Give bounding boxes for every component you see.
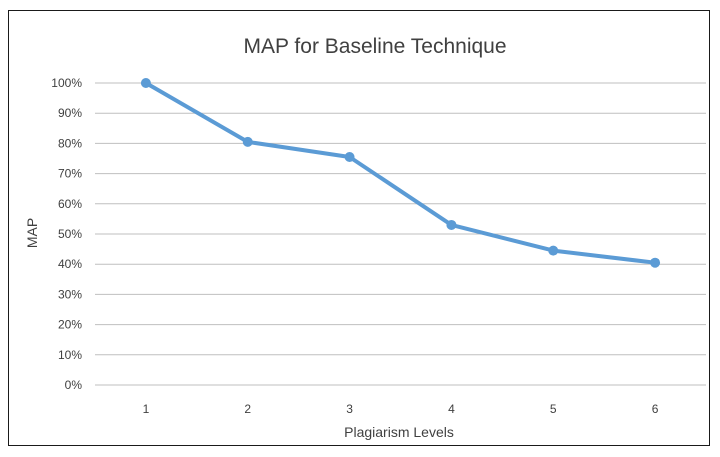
y-tick-label: 100%	[51, 76, 82, 90]
x-tick-label: 5	[550, 402, 557, 416]
data-point	[141, 78, 151, 88]
x-tick-label: 6	[652, 402, 659, 416]
data-point	[446, 220, 456, 230]
y-tick-label: 70%	[58, 167, 82, 181]
y-tick-label: 30%	[58, 287, 82, 301]
y-tick-label: 80%	[58, 136, 82, 150]
y-axis-label: MAP	[24, 218, 40, 248]
y-tick-label: 0%	[65, 378, 83, 392]
y-tick-label: 40%	[58, 257, 82, 271]
y-axis-ticks: 0% 10% 20% 30% 40% 50% 60% 70% 80% 90% 100%	[51, 76, 82, 392]
y-tick-label: 50%	[58, 227, 82, 241]
gridlines	[95, 83, 706, 385]
x-axis-ticks: 1 2 3 4 5 6	[143, 402, 659, 416]
series-line	[146, 83, 655, 263]
data-points	[141, 78, 660, 268]
chart-title: MAP for Baseline Technique	[243, 35, 506, 58]
y-tick-label: 20%	[58, 318, 82, 332]
x-tick-label: 4	[448, 402, 455, 416]
x-axis-label: Plagiarism Levels	[344, 424, 454, 440]
y-tick-label: 10%	[58, 348, 82, 362]
y-tick-label: 90%	[58, 106, 82, 120]
x-tick-label: 1	[143, 402, 150, 416]
data-point	[345, 152, 355, 162]
x-tick-label: 2	[244, 402, 251, 416]
y-tick-label: 60%	[58, 197, 82, 211]
data-point	[650, 258, 660, 268]
data-point	[243, 137, 253, 147]
data-point	[548, 246, 558, 256]
x-tick-label: 3	[346, 402, 353, 416]
